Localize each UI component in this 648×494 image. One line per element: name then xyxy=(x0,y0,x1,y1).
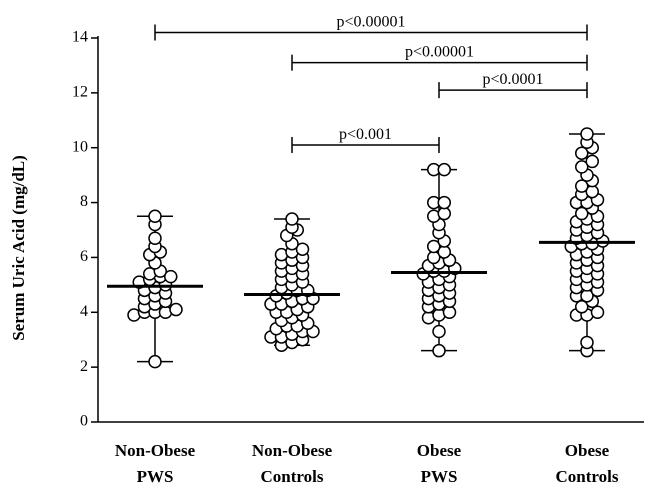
group-2 xyxy=(391,162,487,358)
y-tick-label: 8 xyxy=(80,193,88,210)
data-point xyxy=(295,242,310,256)
data-point xyxy=(575,300,589,314)
data-point xyxy=(575,146,589,160)
axes: 0 2 4 6 8 10 12 14 xyxy=(72,29,644,430)
y-tick-label: 10 xyxy=(72,138,88,155)
y-tick-label: 14 xyxy=(72,29,88,46)
data-point xyxy=(585,154,599,169)
data-point xyxy=(432,343,446,358)
data-point xyxy=(285,212,299,226)
data-point xyxy=(437,206,451,221)
data-point xyxy=(437,195,451,210)
y-tick-label: 6 xyxy=(80,248,88,265)
category-label: Controls xyxy=(261,467,324,486)
y-axis-title: Serum Uric Acid (mg/dL) xyxy=(9,155,28,341)
category-label: PWS xyxy=(421,467,458,486)
significance-bracket: p<0.00001 xyxy=(154,14,588,41)
category-label: Controls xyxy=(556,467,619,486)
significance-bracket: p<0.00001 xyxy=(291,44,588,71)
data-point xyxy=(575,206,589,221)
category-label: Obese xyxy=(417,441,462,460)
group-3 xyxy=(539,127,635,358)
group-1 xyxy=(244,212,340,352)
data-point xyxy=(169,302,183,317)
data-point xyxy=(580,335,594,350)
significance-bracket: p<0.0001 xyxy=(438,71,588,99)
p-value-label: p<0.00001 xyxy=(405,44,474,61)
data-point xyxy=(148,231,162,245)
p-value-label: p<0.0001 xyxy=(482,71,543,88)
data-point xyxy=(590,305,605,320)
groups: Non-Obese PWS Non-Obese Controls Obese PWS Obe… xyxy=(107,127,635,486)
y-tick-label: 12 xyxy=(72,84,88,101)
category-label: Non-Obese xyxy=(252,441,333,460)
data-point xyxy=(575,160,589,174)
y-tick-label: 2 xyxy=(80,358,88,375)
y-tick-label: 4 xyxy=(80,303,88,320)
category-label: Non-Obese xyxy=(115,441,196,460)
data-point xyxy=(164,269,178,284)
data-point xyxy=(148,209,162,224)
significance-bracket: p<0.001 xyxy=(291,126,440,153)
data-point xyxy=(437,162,451,177)
category-label: Obese xyxy=(565,441,610,460)
data-point xyxy=(148,354,162,369)
data-point xyxy=(580,127,594,141)
p-value-label: p<0.001 xyxy=(339,126,392,143)
y-tick-label: 0 xyxy=(80,413,88,430)
p-value-label: p<0.00001 xyxy=(336,14,405,31)
data-point xyxy=(432,324,446,339)
data-point xyxy=(427,239,441,254)
category-label: PWS xyxy=(137,467,174,486)
data-point xyxy=(575,179,589,193)
group-0 xyxy=(107,209,203,369)
data-point xyxy=(442,305,457,320)
